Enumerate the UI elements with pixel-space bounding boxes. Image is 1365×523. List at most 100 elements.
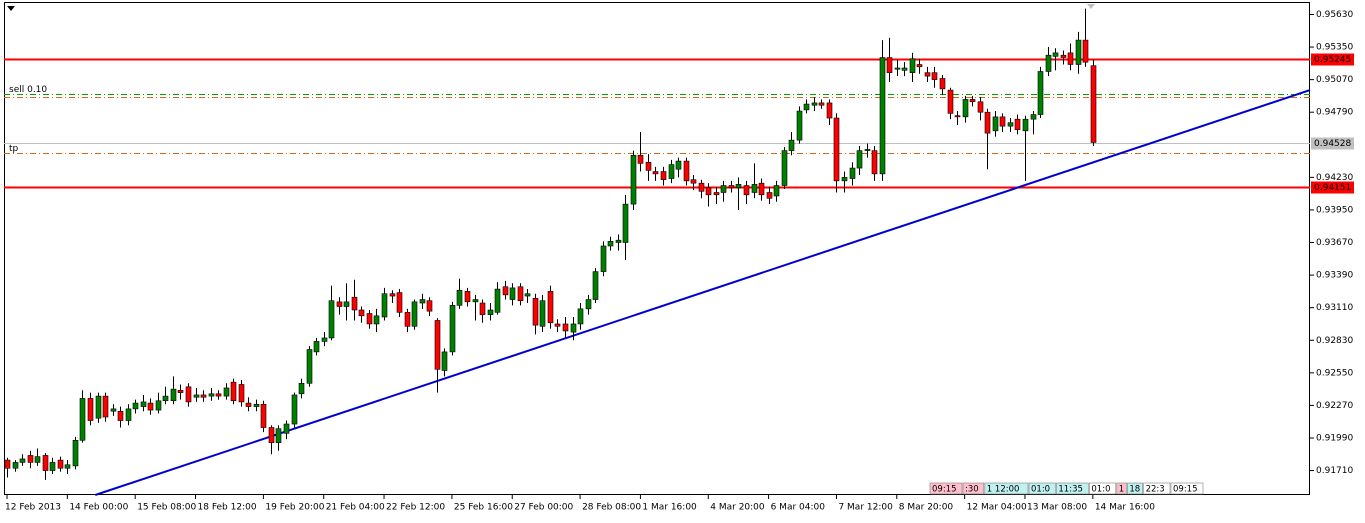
candle-body	[381, 293, 388, 318]
price-tag-label: 0.95245	[1314, 55, 1351, 65]
menu-triangle[interactable]	[7, 6, 15, 11]
candle-body	[268, 427, 275, 443]
candle-body	[253, 403, 260, 407]
candle-body	[992, 116, 999, 132]
candle-body	[260, 403, 267, 428]
candle-body	[238, 384, 245, 403]
level-label: tp	[9, 144, 19, 154]
candle-body	[95, 395, 102, 419]
candle-body	[389, 293, 396, 297]
candle-body	[12, 462, 19, 469]
candle-body	[999, 116, 1006, 127]
candle-body	[34, 456, 41, 463]
x-tick-label: 15 Feb 08:00	[137, 503, 196, 513]
candle-body	[185, 386, 192, 403]
candle-body	[660, 171, 667, 180]
candle-body	[509, 287, 516, 300]
candle-body	[110, 408, 117, 412]
candle-body	[698, 182, 705, 192]
candle-body	[193, 394, 200, 398]
candle-body	[735, 184, 742, 189]
candle-body	[886, 57, 893, 73]
candle-body	[419, 299, 426, 304]
time-tag	[929, 482, 963, 495]
candle-body	[1014, 118, 1021, 130]
candle-body	[1067, 52, 1074, 65]
candle-body	[1052, 52, 1059, 57]
x-tick-label: 4 Mar 20:00	[710, 503, 765, 513]
candle-body	[811, 102, 818, 106]
y-tick-label: 0.92550	[1316, 368, 1353, 378]
candle-body	[434, 320, 441, 370]
candle-body	[1082, 39, 1089, 63]
x-tick-label: 14 Mar 16:00	[1095, 503, 1155, 513]
candle-body	[472, 299, 479, 303]
x-tick-label: 7 Mar 12:00	[838, 503, 893, 513]
candle-body	[856, 150, 863, 169]
candle-body	[524, 293, 531, 297]
time-tag-label: 22:3	[1146, 485, 1165, 495]
candle-body	[404, 312, 411, 327]
candle-body	[343, 301, 350, 307]
candle-body	[441, 351, 448, 371]
time-tag	[1089, 482, 1117, 495]
candle-body	[871, 150, 878, 175]
time-tag-label: 09:15	[1173, 485, 1198, 495]
candle-body	[487, 309, 494, 315]
candle-body	[683, 160, 690, 182]
candle-body	[577, 308, 584, 325]
plot-frame	[4, 2, 1310, 495]
candle-body	[456, 289, 463, 306]
candle-body	[1045, 54, 1052, 72]
candle-body	[773, 185, 780, 197]
candle-body	[1090, 65, 1097, 143]
candle-body	[668, 164, 675, 179]
candle-body	[532, 298, 539, 326]
candle-body	[977, 101, 984, 113]
x-tick-label: 1 Mar 16:00	[642, 503, 697, 513]
candle-body	[947, 89, 954, 114]
candle-body	[547, 291, 554, 324]
time-tag-label: 11:35	[1058, 485, 1083, 495]
candle-body	[27, 455, 34, 463]
y-tick-label: 0.93950	[1316, 205, 1353, 215]
candle-body	[962, 99, 969, 118]
candle-body	[781, 150, 788, 186]
candle-body	[645, 161, 652, 171]
candle-body	[245, 402, 252, 407]
price-tag	[1311, 53, 1354, 66]
candle-body	[4, 459, 11, 469]
time-tag	[1028, 482, 1056, 495]
candle-body	[19, 458, 26, 463]
candle-body	[675, 160, 682, 170]
candle-body	[615, 239, 622, 243]
candle-body	[464, 291, 471, 303]
candle-body	[494, 288, 501, 313]
candle-body	[215, 393, 222, 397]
candle-body	[916, 64, 923, 68]
candle-body	[72, 440, 79, 467]
candle-body	[931, 72, 938, 80]
candle-body	[275, 428, 282, 443]
candle-body	[939, 78, 946, 90]
price-tag	[1311, 181, 1354, 194]
candle-body	[826, 102, 833, 119]
x-tick-label: 19 Feb 20:00	[265, 503, 324, 513]
time-tag-label: :30	[965, 485, 979, 495]
candle-body	[766, 192, 773, 199]
price-tag	[1311, 137, 1354, 150]
candle-body	[336, 301, 343, 307]
y-tick-label: 0.94790	[1316, 108, 1353, 118]
candle-body	[283, 423, 290, 434]
candle-body	[592, 271, 599, 300]
candle-body	[177, 389, 184, 393]
candle-body	[373, 315, 380, 325]
candle-body	[1037, 71, 1044, 115]
price-tag-label: 0.94528	[1314, 139, 1351, 149]
candle-body	[924, 72, 931, 77]
candle-body	[833, 117, 840, 182]
candle-body	[170, 388, 177, 402]
candle-body	[223, 387, 230, 397]
